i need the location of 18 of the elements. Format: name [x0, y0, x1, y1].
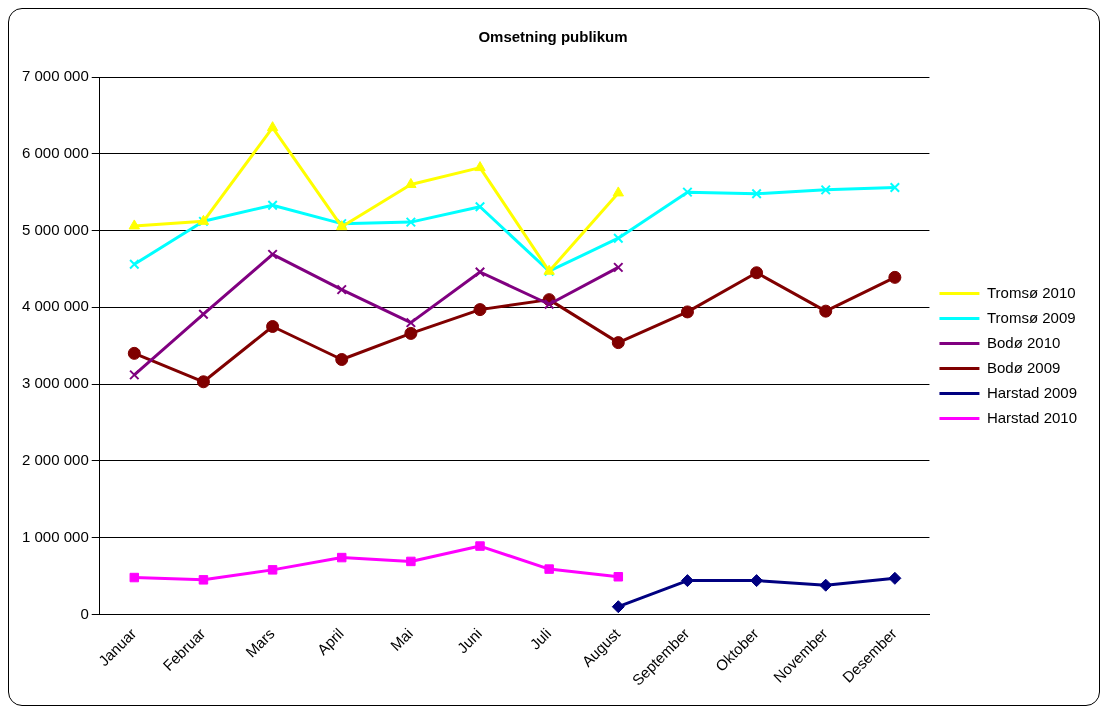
y-tick-label: 6 000 000 [22, 143, 89, 161]
legend-label: Bodø 2009 [986, 358, 1061, 376]
x-tick-label: Mai [386, 624, 416, 654]
legend-label: Tromsø 2010 [986, 283, 1076, 301]
legend-label: Tromsø 2009 [986, 308, 1076, 326]
legend-label: Bodø 2010 [986, 333, 1061, 351]
legend-label: Harstad 2009 [986, 383, 1077, 401]
y-tick-label: 2 000 000 [22, 450, 89, 468]
y-tick-label: 3 000 000 [22, 374, 89, 392]
y-tick-label: 7 000 000 [22, 67, 89, 85]
x-tick-label: Juli [526, 624, 555, 653]
chart-title: Omsetning publikum [478, 28, 628, 46]
y-tick-label: 4 000 000 [22, 297, 89, 315]
y-tick-label: 0 [80, 604, 89, 622]
legend-label: Harstad 2010 [986, 408, 1077, 426]
y-tick-label: 1 000 000 [22, 527, 89, 545]
y-tick-label: 5 000 000 [22, 220, 89, 238]
x-tick-label: Juni [453, 624, 486, 657]
